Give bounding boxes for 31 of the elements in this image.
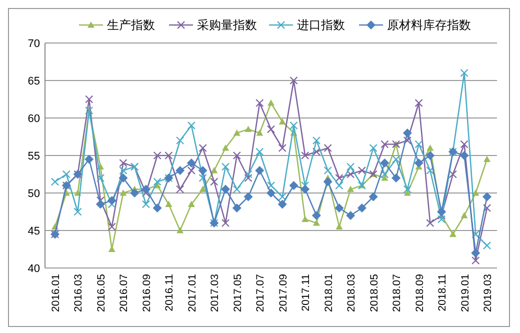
y-tick-label: 60 xyxy=(28,113,40,125)
y-tick-label: 50 xyxy=(28,188,40,200)
legend-label: 原材料库存指数 xyxy=(387,18,471,32)
x-tick-label: 2018.01 xyxy=(322,274,335,312)
x-tick-label: 2018.11 xyxy=(436,274,449,312)
x-tick-label: 2019.03 xyxy=(482,274,494,312)
legend-label: 进口指数 xyxy=(297,18,345,32)
y-tick-label: 70 xyxy=(28,38,40,50)
x-tick-label: 2016.09 xyxy=(140,274,153,312)
x-tick-label: 2017.01 xyxy=(186,274,198,312)
x-tick-label: 2017.05 xyxy=(232,274,244,312)
y-tick-label: 65 xyxy=(28,76,40,88)
x-tick-label: 2019.01 xyxy=(459,274,472,312)
x-tick-label: 2016.11 xyxy=(164,274,176,312)
x-tick-label: 2018.07 xyxy=(391,274,404,312)
x-tick-label: 2018.05 xyxy=(368,274,380,312)
x-tick-label: 2016.07 xyxy=(118,274,130,312)
x-tick-label: 2016.03 xyxy=(72,274,85,312)
y-tick-label: 55 xyxy=(28,150,40,162)
x-tick-label: 2016.01 xyxy=(50,274,62,312)
x-tick-label: 2016.05 xyxy=(95,274,108,312)
x-tick-label: 2018.03 xyxy=(346,274,358,312)
x-tick-label: 2017.11 xyxy=(300,274,312,312)
x-tick-label: 2017.03 xyxy=(209,274,222,312)
legend-label: 生产指数 xyxy=(107,18,155,32)
x-tick-label: 2017.07 xyxy=(254,274,267,312)
y-tick-label: 40 xyxy=(28,263,40,275)
x-tick-label: 2018.09 xyxy=(414,274,426,312)
legend-label: 采购量指数 xyxy=(197,18,257,32)
y-tick-label: 45 xyxy=(28,226,40,238)
x-tick-label: 2017.09 xyxy=(277,274,290,312)
